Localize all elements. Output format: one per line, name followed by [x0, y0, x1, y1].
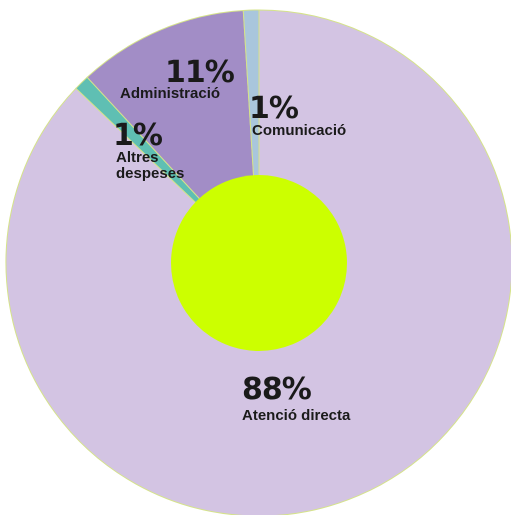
slice-label-altres: Altres despeses	[116, 149, 185, 182]
slice-percent-atencio: 88%	[242, 372, 312, 407]
slice-label-administracio: Administració	[120, 85, 221, 102]
donut-center	[171, 175, 347, 351]
slice-percent-altres: 1%	[113, 118, 163, 153]
slice-label-comunicacio: Comunicació	[252, 122, 347, 139]
slice-percent-administracio: 11%	[165, 55, 235, 90]
slice-label-atencio: Atenció directa	[242, 407, 351, 424]
pie-slice-atenci-directa	[5, 9, 511, 515]
slice-percent-comunicacio: 1%	[249, 91, 299, 126]
